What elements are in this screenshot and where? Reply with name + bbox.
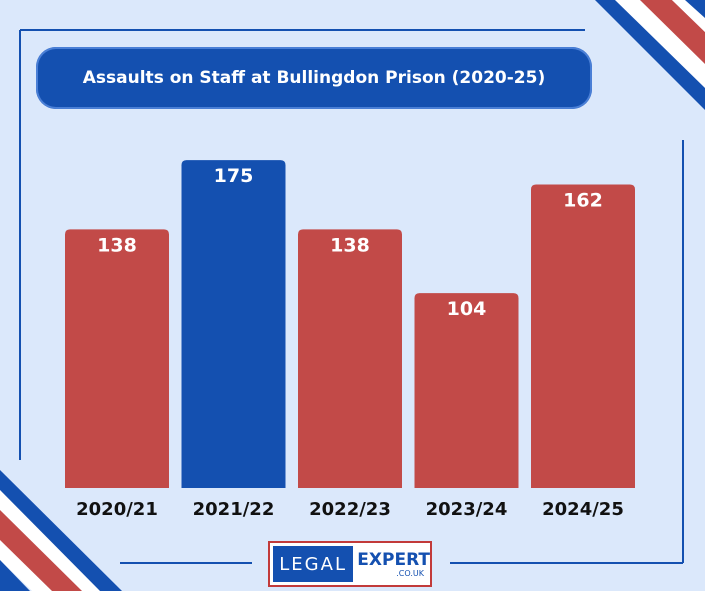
data-label-2022-23: 138	[330, 234, 370, 256]
data-label-2020-21: 138	[97, 234, 137, 256]
bar-2024-25	[531, 184, 635, 488]
x-tick-label-2021-22: 2021/22	[193, 499, 275, 520]
corner-stripes-bottom-left	[0, 470, 122, 591]
x-tick-label-2020-21: 2020/21	[76, 499, 158, 520]
data-label-2021-22: 175	[214, 165, 254, 187]
x-tick-label-2023-24: 2023/24	[426, 499, 508, 520]
x-tick-label-2024-25: 2024/25	[542, 499, 624, 520]
x-tick-label-2022-23: 2022/23	[309, 499, 391, 520]
data-label-2024-25: 162	[563, 189, 603, 211]
chart-title-box: Assaults on Staff at Bullingdon Prison (…	[36, 47, 592, 109]
bar-2021-22	[181, 160, 286, 488]
bar-2022-23	[298, 229, 402, 488]
legal-expert-logo: LEGAL EXPERT .CO.UK	[268, 541, 432, 587]
bar-2023-24	[414, 293, 519, 488]
logo-expert-text: EXPERT	[357, 549, 430, 570]
logo-legal-text: LEGAL	[273, 546, 354, 582]
logo-domain-text: .CO.UK	[396, 568, 424, 578]
bar-2020-21	[65, 229, 169, 488]
data-label-2023-24: 104	[447, 298, 487, 320]
corner-stripes-top-right	[595, 0, 705, 110]
chart-title: Assaults on Staff at Bullingdon Prison (…	[82, 68, 546, 88]
